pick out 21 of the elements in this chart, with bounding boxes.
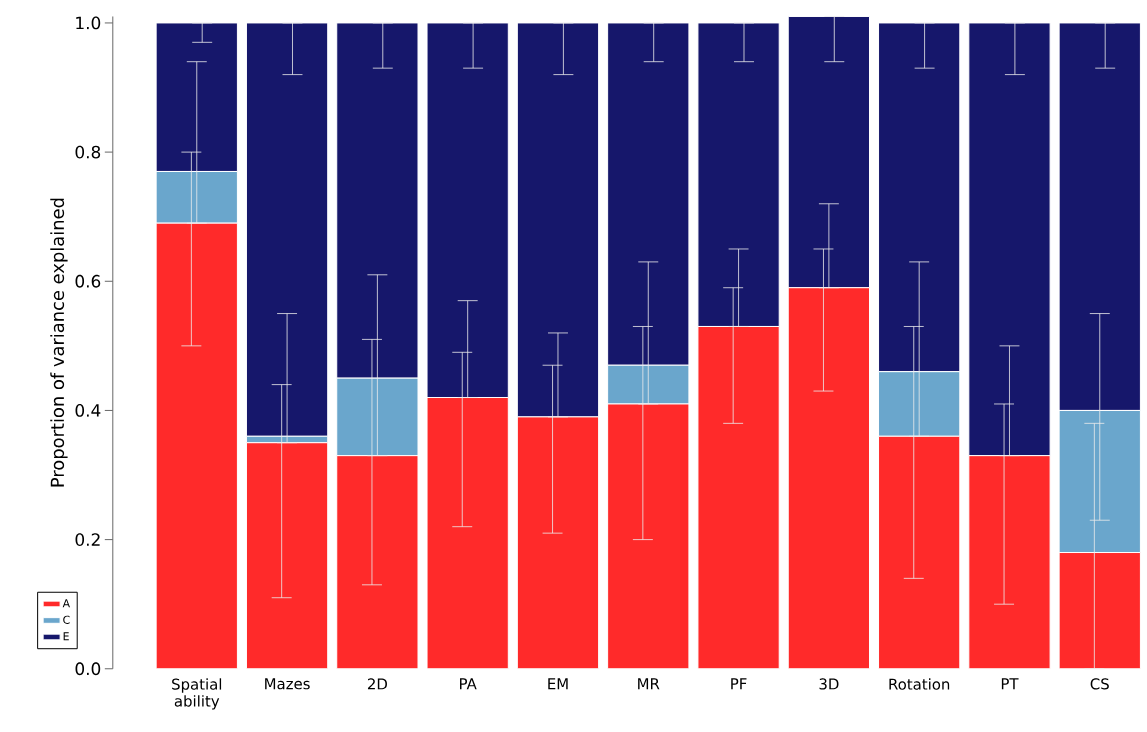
y-tick-label: 0.0 bbox=[75, 662, 101, 676]
x-tick-label: 3D bbox=[819, 678, 839, 690]
y-axis-title: Proportion of variance explained bbox=[50, 198, 68, 487]
x-tick-label: PT bbox=[1001, 678, 1019, 690]
x-tick-label: EM bbox=[548, 678, 568, 690]
y-tick-label: 0.4 bbox=[75, 404, 101, 417]
legend-label: E bbox=[63, 632, 69, 641]
x-tick-label: Rotation bbox=[889, 678, 950, 690]
legend-label: C bbox=[63, 615, 70, 625]
x-tick-label: MR bbox=[638, 678, 660, 690]
y-tick-label: 0.8 bbox=[75, 145, 101, 159]
legend-label: A bbox=[62, 599, 70, 608]
x-tick-label: Mazes bbox=[265, 678, 310, 690]
x-tick-label: PF bbox=[731, 678, 747, 690]
y-tick-label: 0.2 bbox=[75, 533, 100, 547]
y-tick-label: 1.0 bbox=[76, 16, 101, 30]
x-tick-label: 2D bbox=[367, 678, 387, 690]
x-tick-label: Spatial ability bbox=[172, 678, 222, 710]
x-tick-label: PA bbox=[460, 678, 477, 690]
y-tick-label: 0.6 bbox=[75, 275, 101, 288]
x-tick-label: CS bbox=[1090, 678, 1109, 690]
